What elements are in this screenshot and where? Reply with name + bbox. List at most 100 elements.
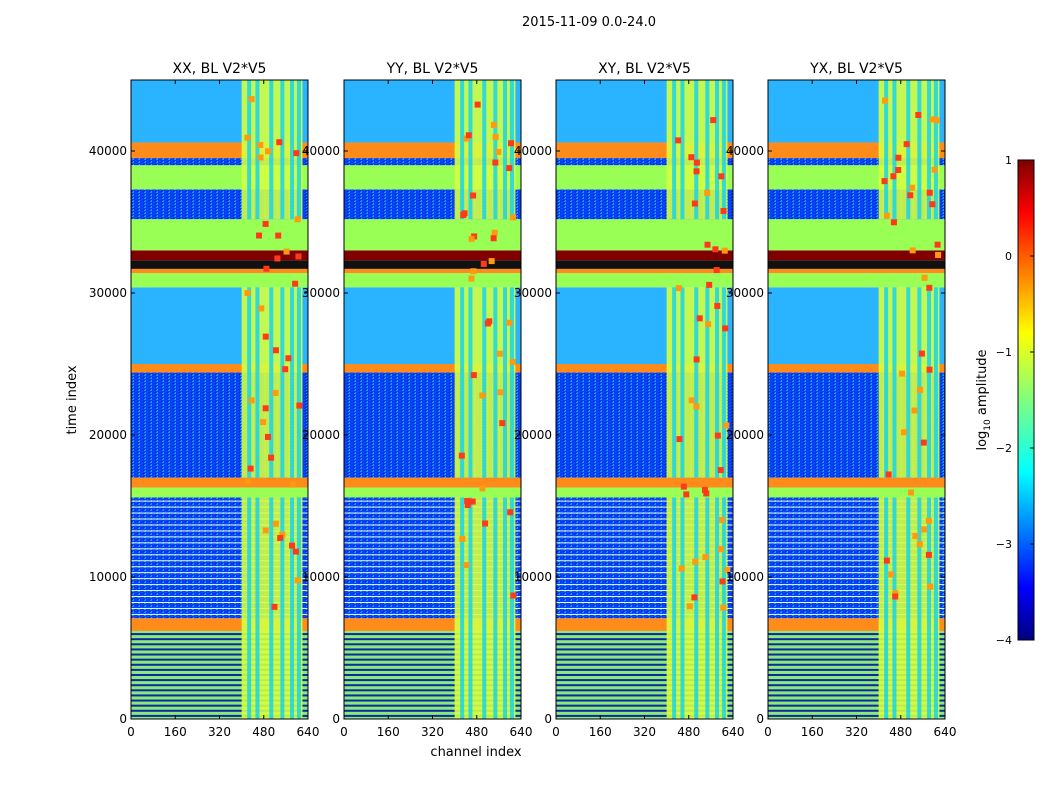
heatmap-stripe (344, 709, 521, 712)
x-tick-label: 640 (934, 725, 957, 739)
rfi-hotspot (714, 432, 721, 439)
heatmap-stripe (768, 500, 945, 502)
rfi-hotspot (459, 535, 466, 542)
heatmap-stripe (556, 673, 733, 676)
rfi-hotspot (510, 214, 517, 221)
rfi-hotspot (257, 141, 264, 148)
rfi-hotspot (461, 210, 468, 217)
heatmap-image (344, 80, 521, 719)
y-tick-label: 30000 (89, 286, 127, 300)
colorbar-tick-label: −3 (996, 538, 1012, 551)
x-tick-label: 320 (208, 725, 231, 739)
heatmap-stripe (344, 542, 521, 544)
rfi-hotspot (911, 407, 918, 414)
rfi-hotspot (264, 433, 271, 440)
x-tick-label: 480 (677, 725, 700, 739)
heatmap-band (344, 477, 521, 488)
colorbar-tick-label: −4 (996, 634, 1012, 647)
panel-title: YY, BL V2*V5 (386, 61, 479, 77)
rfi-hotspot (244, 478, 251, 485)
y-tick-label: 0 (544, 712, 552, 726)
rfi-streak (705, 497, 710, 719)
x-axis-label: channel index (430, 745, 521, 760)
rfi-hotspot (712, 246, 719, 253)
heatmap-stripe (131, 601, 308, 603)
rfi-streak (460, 287, 465, 478)
heatmap-stripe (768, 653, 945, 656)
rfi-hotspot (925, 517, 932, 524)
y-tick-label: 40000 (514, 144, 552, 158)
heatmap-stripe (131, 518, 308, 520)
rfi-streak (468, 497, 473, 719)
rfi-streak (906, 287, 911, 478)
rfi-hotspot (256, 232, 263, 239)
rfi-streak (280, 497, 285, 719)
rfi-hotspot (509, 358, 516, 365)
rfi-hotspot (262, 405, 269, 412)
heatmap-stripe (131, 673, 308, 676)
heatmap-stripe (131, 542, 308, 544)
heatmap-band (131, 364, 308, 373)
heatmap-band (768, 268, 945, 274)
colorbar-tick-label: −2 (996, 442, 1012, 455)
rfi-hotspot (883, 557, 890, 564)
heatmap-stripe (768, 709, 945, 712)
rfi-hotspot (895, 154, 902, 161)
rfi-hotspot (918, 350, 925, 357)
y-tick-label: 30000 (514, 286, 552, 300)
rfi-hotspot (882, 97, 889, 104)
heatmap-band (131, 158, 308, 166)
heatmap-stripe (556, 638, 733, 641)
heatmap-stripe (768, 633, 945, 636)
rfi-hotspot (265, 148, 272, 155)
heatmap-stripe (131, 684, 308, 687)
heatmap-stripe (344, 500, 521, 502)
heatmap-image (768, 80, 945, 719)
y-tick-label: 10000 (726, 570, 764, 584)
rfi-hotspot (921, 274, 928, 281)
y-tick-label: 40000 (726, 144, 764, 158)
heatmap-band (768, 477, 945, 488)
heatmap-stripe (556, 694, 733, 697)
heatmap-stripe (344, 607, 521, 609)
colorbar-ticks: 1 0 −1 −2 −3 −4 (996, 154, 1034, 647)
rfi-hotspot (704, 189, 711, 196)
rfi-hotspot (272, 520, 279, 527)
rfi-streak (247, 497, 252, 719)
rfi-streak (290, 80, 295, 220)
heatmap-stripe (131, 668, 308, 671)
heatmap-stripe (556, 663, 733, 666)
heatmap-stripe (556, 699, 733, 702)
rfi-hotspot (495, 148, 502, 155)
heatmap-stripe (556, 584, 733, 586)
rfi-hotspot (506, 165, 513, 172)
heatmap-stripe (768, 679, 945, 682)
rfi-hotspot (248, 96, 255, 103)
x-tick-label: 160 (801, 725, 824, 739)
heatmap-stripe (768, 548, 945, 550)
colorbar-gradient (1017, 159, 1035, 641)
rfi-hotspot (468, 235, 475, 242)
rfi-hotspot (463, 135, 470, 142)
heatmap-image (556, 80, 733, 719)
rfi-streak (917, 497, 922, 719)
rfi-streak (280, 287, 285, 478)
heatmap-stripe (344, 658, 521, 661)
rfi-hotspot (296, 402, 303, 409)
rfi-streak (482, 287, 487, 478)
heatmap-stripe (344, 694, 521, 697)
rfi-streak (269, 80, 274, 220)
rfi-channel-block (241, 80, 303, 719)
rfi-streak (721, 287, 726, 478)
heatmap-stripe (344, 548, 521, 550)
rfi-streak (884, 497, 889, 719)
rfi-hotspot (499, 420, 506, 427)
rfi-hotspot (292, 548, 299, 555)
heatmap-stripe (131, 638, 308, 641)
heatmap-stripe (344, 704, 521, 707)
heatmap-stripe (768, 684, 945, 687)
rfi-hotspot (693, 168, 700, 175)
rfi-streak (927, 497, 932, 719)
rfi-hotspot (713, 267, 720, 274)
rfi-hotspot (282, 366, 289, 373)
